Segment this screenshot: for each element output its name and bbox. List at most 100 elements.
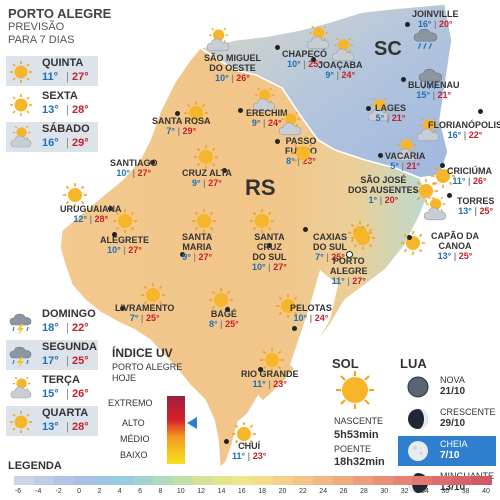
- city-name-line: URUGUAIANA: [60, 204, 122, 214]
- sun-icon: [9, 60, 33, 84]
- city-min: 7°: [315, 252, 324, 262]
- city-min: 9°: [325, 70, 334, 80]
- moon-title: LUA: [400, 356, 427, 371]
- sun-cloud-icon: [9, 123, 33, 150]
- city-marker: [175, 111, 180, 116]
- legend-value: 20: [278, 488, 287, 495]
- city-name-line: PASSO: [285, 136, 317, 146]
- city-marker: [225, 307, 230, 312]
- forecast-day-name: SEGUNDA: [42, 341, 98, 353]
- city-label: ALEGRETE 10° | 27°: [100, 235, 149, 255]
- city-min: 15°: [416, 90, 430, 100]
- city-marker: [224, 439, 229, 444]
- city-name-line: BLUMENAU: [408, 80, 460, 90]
- city-label: VACARIA 5° | 21°: [385, 151, 425, 171]
- city-marker: [222, 168, 227, 173]
- city-temps: 10° | 24°: [293, 313, 329, 323]
- storm-icon: [9, 311, 33, 335]
- city-min: 9°: [251, 118, 261, 128]
- city-label: BAGÉ 8° | 25°: [209, 309, 239, 329]
- city-max: 28°: [94, 214, 109, 224]
- city-label: CAPÃO DA CANOA 13° | 25°: [431, 231, 479, 261]
- city-max: 29°: [182, 126, 197, 136]
- uv-current-marker: [187, 417, 197, 429]
- city-marker: [180, 252, 185, 257]
- city-name-line: CRICIÚMA: [447, 166, 492, 176]
- city-min: 13°: [458, 206, 472, 216]
- legend-value: 0: [77, 488, 81, 495]
- city-name-line: CHUÍ: [238, 441, 261, 451]
- legend-swatch: [272, 476, 293, 485]
- city-max: 22°: [468, 130, 483, 140]
- moon-phase-name: CHEIA: [440, 439, 468, 449]
- uv-city: PORTO ALEGRE: [112, 362, 183, 372]
- city-marker: [303, 227, 308, 232]
- city-temps: 7° | 29°: [166, 126, 197, 136]
- sun-icon: [62, 182, 88, 208]
- city-temps: 9° | 27°: [192, 178, 222, 188]
- city-marker: [401, 77, 406, 82]
- city-min: 10°: [252, 262, 266, 272]
- forecast-day-1: SEXTA 13° | 28°: [6, 89, 98, 119]
- city-name-line: SÃO MIGUEL: [204, 53, 262, 63]
- legend-swatch: [253, 476, 273, 485]
- city-max: 25°: [308, 59, 322, 69]
- city-name-line: ALEGRETE: [100, 235, 150, 245]
- city-label: SÃO JOSÉ DOS AUSENTES 1° | 20°: [348, 175, 419, 205]
- city-temps: 11° | 27°: [331, 276, 366, 286]
- forecast-day-name: SEXTA: [42, 90, 78, 102]
- city-temps: 10° | 27°: [252, 262, 287, 272]
- legend-value: 26: [339, 488, 348, 495]
- city-name-line: CHAPECÓ: [282, 49, 328, 59]
- uv-day: HOJE: [112, 373, 137, 383]
- city-name-line: CANOA: [438, 241, 472, 251]
- legend-swatch: [33, 476, 54, 485]
- city-min: 12°: [73, 214, 87, 224]
- waxing-moon-icon: [406, 407, 430, 431]
- forecast-day-0: QUINTA 11° | 27°: [6, 56, 98, 86]
- legend-swatch: [233, 476, 254, 485]
- city-marker: [366, 106, 371, 111]
- full-moon-icon: [406, 439, 430, 463]
- city-temps: 5° | 21°: [375, 113, 406, 123]
- city-label: SANTA MARIA 9° | 27°: [182, 232, 212, 262]
- rs-state-shape: [59, 47, 429, 470]
- forecast-max: 25°: [72, 355, 89, 367]
- city-max: 21°: [391, 113, 406, 123]
- city-name-line: SANTA: [182, 232, 213, 242]
- moon-phase-2: CHEIA 7/10: [398, 436, 496, 466]
- legend-value: 22: [298, 488, 307, 495]
- city-max: 21°: [437, 90, 452, 100]
- city-temps: 13° | 25°: [437, 251, 473, 261]
- forecast-day-4: SEGUNDA 17° | 25°: [6, 340, 98, 370]
- rain-icon: [418, 66, 444, 92]
- city-max: 27°: [128, 245, 142, 255]
- sun-icon: [400, 230, 426, 256]
- sun-cloud-icon: [415, 115, 441, 144]
- legend-swatch: [173, 476, 194, 485]
- forecast-day-name: QUINTA: [42, 57, 84, 69]
- sunset-time: 18h32min: [334, 456, 385, 468]
- uv-title: ÍNDICE UV: [112, 346, 173, 360]
- city-label: CHUÍ 11° | 23°: [232, 441, 266, 461]
- forecast-day-2: SÁBADO 16° | 29°: [6, 122, 98, 152]
- city-marker: [112, 232, 117, 237]
- legend-title: LEGENDA: [8, 460, 62, 472]
- legend-color-bar: [14, 476, 493, 485]
- legend-swatch: [412, 476, 433, 485]
- forecast-max: 22°: [72, 322, 89, 334]
- city-max: 21°: [406, 161, 421, 171]
- legend-swatch: [372, 476, 393, 485]
- city-name-line: FLORIANÓPOLIS: [428, 120, 500, 130]
- city-temps: 15° | 21°: [416, 90, 452, 100]
- city-max: 20°: [384, 195, 399, 205]
- city-label: PORTO ALEGRE 11° | 27°: [330, 256, 368, 286]
- city-temps: 8° | 23°: [286, 156, 316, 166]
- moon-phase-date: 13/10: [440, 482, 466, 493]
- city-temps: 7° | 25°: [129, 313, 160, 323]
- city-min: 10°: [287, 59, 301, 69]
- moon-phase-name: NOVA: [440, 375, 465, 385]
- sun-cloud-icon: [393, 135, 419, 164]
- city-max: 27°: [273, 262, 287, 272]
- city-name-line: LAGES: [375, 103, 407, 113]
